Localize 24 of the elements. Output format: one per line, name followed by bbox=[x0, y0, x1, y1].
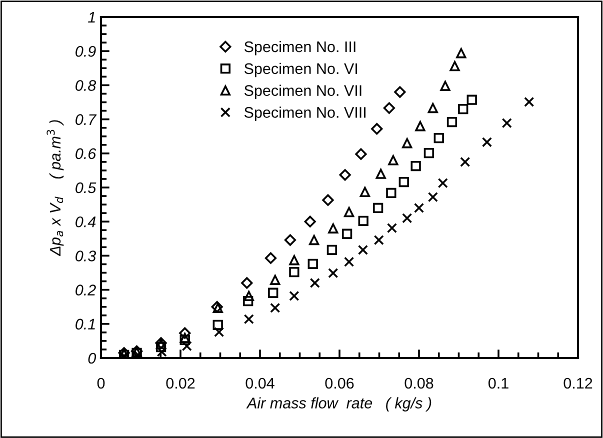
y-tick-label: 0.3 bbox=[76, 250, 96, 262]
x-axis-title: Air mass flow rate ( kg/s ) bbox=[246, 397, 432, 412]
x-tick-label: 0.04 bbox=[246, 378, 274, 389]
legend-label: Specimen No. VII bbox=[244, 84, 362, 99]
y-tick-label: 0.7 bbox=[76, 114, 97, 125]
y-tick-label: 0.8 bbox=[76, 80, 96, 91]
x-tick-label: 0.08 bbox=[404, 378, 434, 389]
text: Δp$_{a}$ x V$_{d}$ ( pa.m$^{3}$ ) bbox=[46, 120, 64, 256]
y-tick-label: 0.5 bbox=[76, 182, 96, 194]
y-tick-label: 0.1 bbox=[76, 318, 95, 330]
x-tick-label: 0.1 bbox=[488, 378, 508, 389]
legend-label: Specimen No. III bbox=[244, 40, 356, 56]
x-tick-label: 0.12 bbox=[564, 378, 592, 389]
legend-label: Specimen No. VIII bbox=[244, 106, 366, 121]
x-tick-label: 0.06 bbox=[325, 378, 354, 389]
y-tick-label: 0 bbox=[88, 352, 96, 364]
y-tick-label: 0.6 bbox=[76, 148, 96, 160]
x-tick-label: 0 bbox=[97, 378, 105, 389]
y-tick-label: 1 bbox=[88, 12, 95, 23]
y-tick-label: 0.4 bbox=[76, 216, 96, 228]
y-tick-label: 0.9 bbox=[76, 46, 96, 57]
x-tick-label: 0.02 bbox=[166, 378, 195, 389]
y-tick-label: 0.2 bbox=[76, 284, 96, 296]
legend-label: Specimen No. VI bbox=[244, 62, 357, 78]
